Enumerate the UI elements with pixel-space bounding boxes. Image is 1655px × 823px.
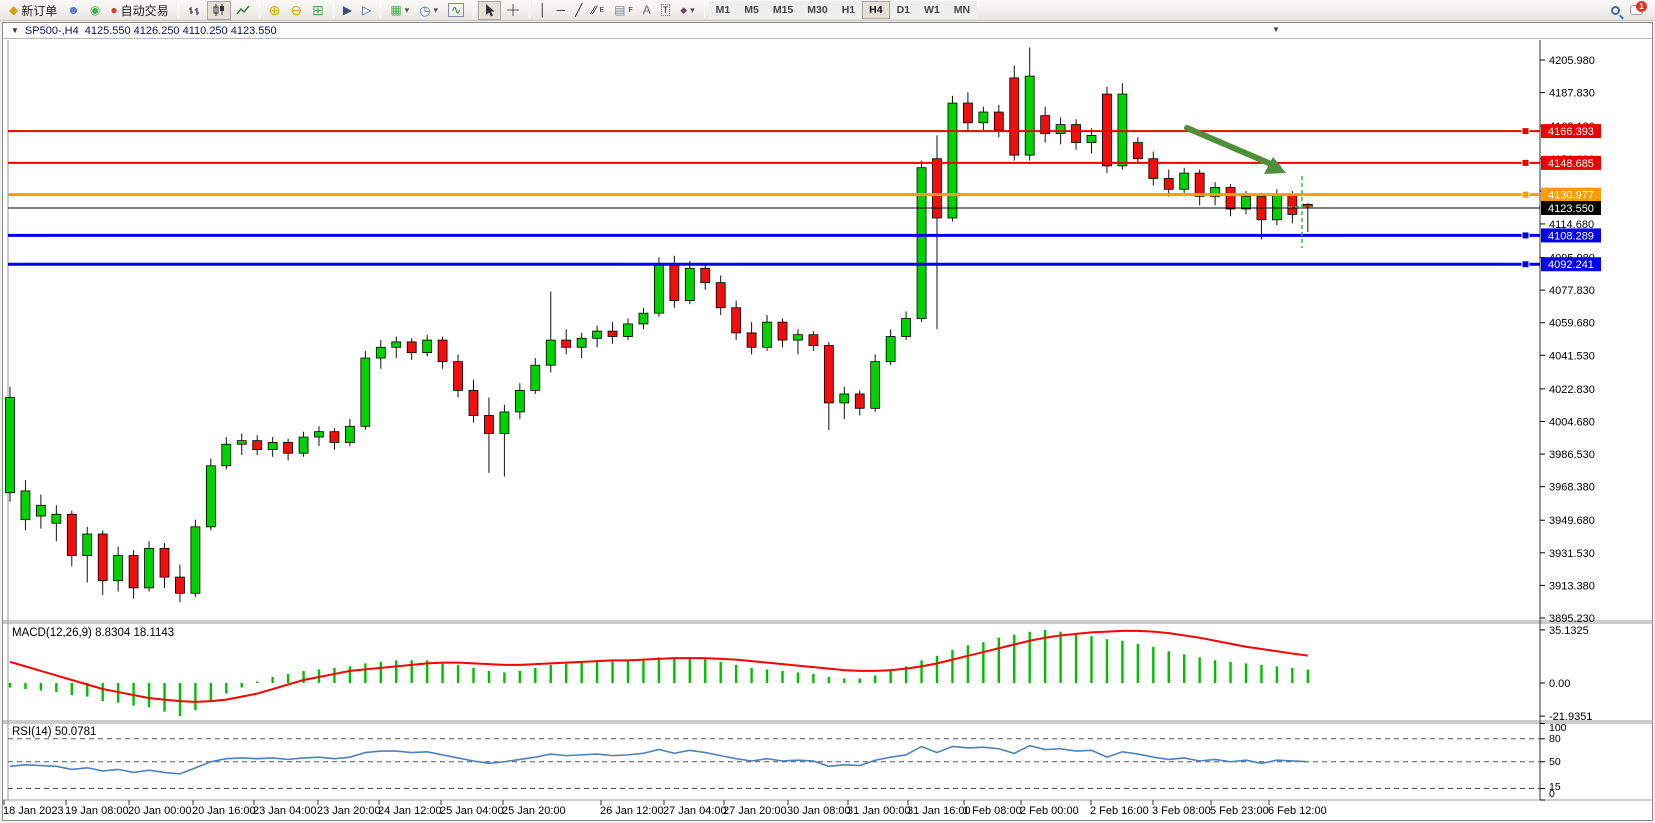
fibonacci-tool-button[interactable]: ∕∕ E	[587, 1, 609, 20]
search-icon[interactable]	[1611, 5, 1620, 15]
horizontal-line-tool-button[interactable]: ─	[552, 1, 571, 20]
toolbar-separator	[380, 2, 382, 18]
auto-scroll-button[interactable]: ▶	[338, 1, 357, 20]
toolbar-separator	[177, 2, 179, 18]
bar-chart-icon	[188, 7, 199, 15]
fibonacci-icon: ∕∕	[592, 3, 597, 17]
timeframe-h4-button[interactable]: H4	[862, 1, 890, 19]
chart-shift-icon: ▷	[362, 3, 372, 17]
toolbar-separator	[332, 2, 334, 18]
zoom-in-icon: ⊕	[268, 2, 281, 18]
new-chart-icon: ▦	[390, 3, 402, 17]
crosshair-button[interactable]	[501, 1, 525, 20]
indicators-button[interactable]: ∿	[443, 1, 469, 20]
toolbar-separator	[529, 2, 531, 18]
channel-icon: ▤	[614, 3, 626, 17]
toolbar-separator	[703, 2, 705, 18]
chart-area[interactable]	[8, 40, 1540, 800]
cursor-icon	[486, 4, 495, 17]
label-tool-icon: T	[660, 4, 671, 16]
broadcast-button[interactable]: ◉	[85, 1, 105, 20]
horizontal-line-icon: ─	[556, 3, 566, 17]
zoom-out-button[interactable]: ⊖	[285, 1, 307, 20]
new-order-button[interactable]: ◆ 新订单	[4, 1, 62, 20]
toolbar-separator	[258, 2, 260, 18]
timeframe-mn-button[interactable]: MN	[946, 1, 978, 19]
shapes-icon: ◆	[680, 4, 688, 15]
chart-title-ohlc: 4125.550 4126.250 4110.250 4123.550	[84, 24, 277, 37]
user-icon: ☻	[67, 3, 80, 17]
shapes-tool-button[interactable]: ◆ ▾	[675, 1, 699, 20]
dropdown-arrow-icon: ▾	[690, 4, 695, 15]
auto-scroll-icon: ▶	[342, 3, 353, 17]
tile-windows-icon: ⊞	[312, 2, 324, 18]
auto-trading-icon: ●	[110, 3, 118, 17]
timeframe-d1-button[interactable]: D1	[889, 1, 918, 19]
broadcast-icon: ◉	[89, 3, 101, 17]
candlestick-chart-icon	[213, 4, 224, 16]
auto-trading-label: 自动交易	[120, 3, 169, 18]
auto-trading-button[interactable]: ● 自动交易	[105, 1, 173, 20]
chart-title-symbol: SP500-,H4	[24, 24, 79, 37]
timeframe-h1-button[interactable]: H1	[834, 1, 863, 19]
tile-windows-button[interactable]: ⊞	[307, 1, 329, 20]
bar-chart-button[interactable]	[183, 1, 207, 20]
label-tool-button[interactable]: T	[656, 1, 676, 20]
channel-tool-button[interactable]: ▤ F	[609, 1, 638, 20]
zoom-out-icon: ⊖	[290, 2, 303, 18]
main-toolbar: ◆ 新订单 ☻ ◉ ● 自动交易 ⊕ ⊖ ⊞ ▶ ▷ ▦ ▾ ◷ ▾	[0, 0, 1655, 21]
vertical-line-tool-button[interactable]: │	[534, 1, 552, 20]
zoom-in-button[interactable]: ⊕	[264, 1, 286, 20]
channel-sub-label: F	[628, 6, 633, 14]
collapse-triangle-icon[interactable]: ▼	[11, 26, 19, 35]
dropdown-arrow-icon: ▾	[404, 4, 410, 15]
notification-badge: 1	[1636, 1, 1647, 12]
line-chart-icon	[236, 5, 250, 15]
chart-shift-marker-icon[interactable]: ▼	[1272, 25, 1280, 34]
toolbar-separator	[473, 2, 475, 18]
indicator-wave-icon: ∿	[448, 3, 465, 17]
chart-titlebar: ▼ SP500-,H4 4125.550 4126.250 4110.250 4…	[3, 23, 1652, 39]
trendline-tool-button[interactable]: ╱	[570, 1, 587, 20]
crosshair-icon	[507, 4, 520, 16]
line-chart-button[interactable]	[231, 1, 255, 20]
timeframe-m30-button[interactable]: M30	[800, 1, 835, 19]
fibonacci-sub-label: E	[599, 6, 605, 14]
vertical-line-icon: │	[539, 3, 547, 17]
timeframe-w1-button[interactable]: W1	[917, 1, 947, 19]
user-button[interactable]: ☻	[62, 1, 85, 20]
timeframe-m1-button[interactable]: M1	[708, 1, 738, 19]
text-tool-icon: A	[642, 3, 651, 17]
new-chart-button[interactable]: ▦ ▾	[385, 1, 414, 20]
chart-shift-button[interactable]: ▷	[357, 1, 376, 20]
new-order-icon: ◆	[9, 3, 19, 17]
profiles-button[interactable]: ◷ ▾	[414, 1, 443, 20]
timeframe-m5-button[interactable]: M5	[737, 1, 766, 19]
text-tool-button[interactable]: A	[638, 1, 656, 20]
new-order-label: 新订单	[21, 3, 58, 18]
notifications-icon[interactable]: 1	[1630, 1, 1647, 15]
trendline-icon: ╱	[575, 3, 583, 17]
dropdown-arrow-icon: ▾	[433, 4, 439, 15]
timeframe-m15-button[interactable]: M15	[765, 1, 801, 19]
clock-icon: ◷	[419, 2, 431, 18]
cursor-button[interactable]	[478, 0, 502, 20]
candlestick-chart-button[interactable]	[206, 0, 231, 20]
